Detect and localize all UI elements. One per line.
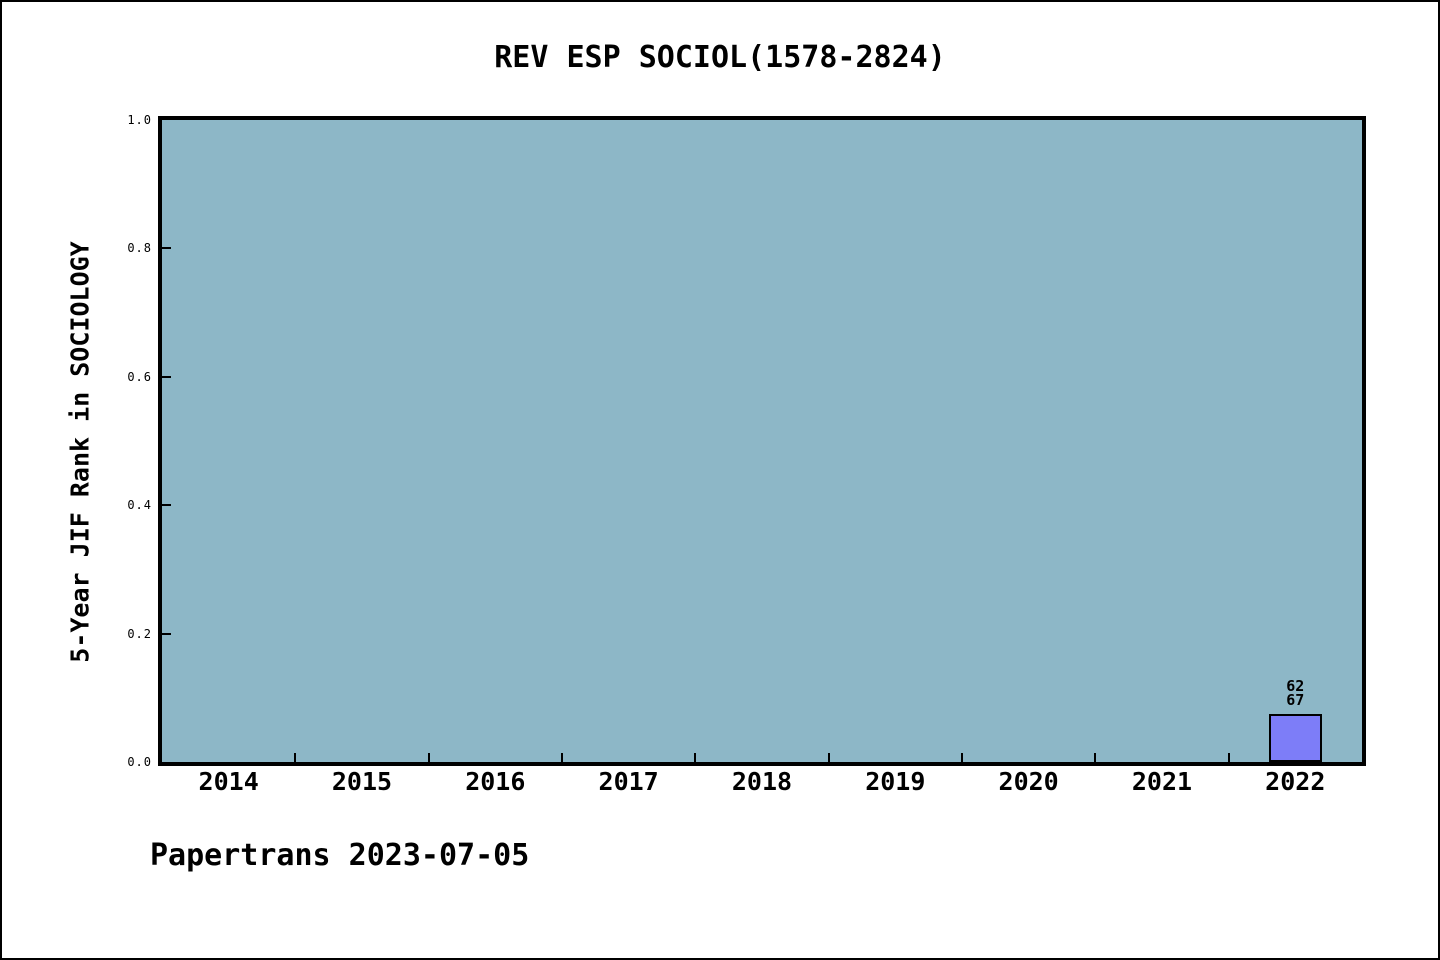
x-tick-label-2022: 2022 — [1265, 767, 1326, 796]
x-tick-mark — [294, 753, 297, 762]
x-tick-mark — [827, 753, 830, 762]
x-tick-label-2021: 2021 — [1131, 767, 1193, 796]
chart-title: REV ESP SOCIOL(1578-2824) — [494, 40, 946, 75]
y-tick-mark — [162, 632, 171, 635]
x-axis-tick-labels: 2014 2015 2016 2017 2018 2019 2020 2021 … — [162, 766, 1362, 798]
y-tick-mark — [162, 247, 171, 250]
x-tick-mark — [427, 753, 430, 762]
bar-value-labels: 62 67 — [1269, 677, 1322, 709]
bar-total-value: 67 — [1286, 690, 1305, 709]
y-tick-label: 0.6 — [127, 369, 152, 384]
plot-area: 62 67 — [158, 116, 1366, 766]
x-tick-label-2017: 2017 — [598, 767, 659, 796]
x-tick-label-2014: 2014 — [198, 767, 259, 796]
y-tick-mark — [162, 375, 171, 378]
footer-watermark: Papertrans 2023-07-05 — [150, 838, 530, 873]
y-tick-label: 0.2 — [127, 626, 152, 641]
x-tick-mark — [961, 753, 963, 762]
bar-rank-value: 62 — [1286, 677, 1305, 696]
x-tick-label-2018: 2018 — [731, 767, 793, 796]
y-tick-label: 0.8 — [127, 241, 152, 256]
x-tick-label-2019: 2019 — [865, 767, 926, 796]
x-tick-mark — [694, 753, 697, 762]
x-tick-label-2020: 2020 — [998, 767, 1059, 796]
x-tick-label-2015: 2015 — [331, 767, 393, 796]
x-tick-mark — [560, 753, 563, 762]
bar-2022 — [1268, 714, 1322, 762]
y-axis-tick-labels: 1.0 0.8 0.6 0.4 0.2 0.0 — [2, 113, 152, 769]
y-tick-label: 1.0 — [127, 113, 152, 127]
y-tick-mark — [162, 504, 171, 507]
x-tick-mark — [1094, 753, 1097, 762]
x-tick-label-2016: 2016 — [465, 767, 526, 796]
y-tick-label: 0.0 — [127, 755, 152, 769]
y-tick-label: 0.4 — [127, 498, 152, 513]
x-tick-mark — [1227, 753, 1230, 762]
